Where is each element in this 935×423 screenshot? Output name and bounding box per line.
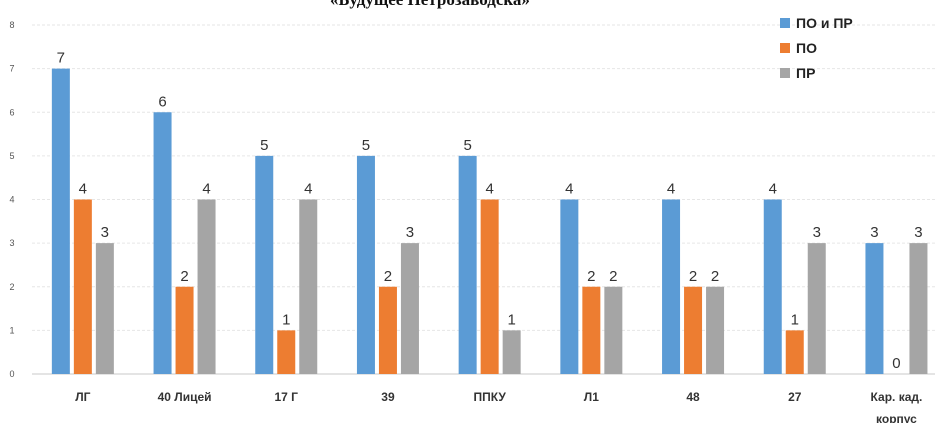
data-label: 5 (260, 137, 268, 154)
bar (277, 330, 296, 374)
y-tick-label: 5 (9, 151, 14, 161)
y-tick-label: 2 (9, 282, 14, 292)
data-label: 1 (507, 311, 515, 328)
bar (604, 286, 623, 374)
x-tick-label: 48 (686, 390, 700, 404)
y-tick-label: 4 (9, 195, 14, 205)
bar (763, 199, 782, 374)
bar (706, 286, 725, 374)
y-tick-label: 6 (9, 107, 14, 117)
bar (865, 243, 884, 374)
data-label: 7 (57, 50, 65, 67)
x-tick-label: Кар. кад. (871, 390, 923, 404)
data-label: 5 (362, 137, 370, 154)
legend-label-po-pr: ПО и ПР (796, 14, 853, 31)
bar (400, 243, 419, 374)
y-tick-label: 1 (9, 325, 14, 335)
x-tick-label: ЛГ (75, 390, 90, 404)
data-label: 2 (609, 268, 617, 285)
bar (299, 199, 318, 374)
data-label: 3 (813, 224, 821, 241)
data-label: 1 (791, 311, 799, 328)
bar (684, 286, 703, 374)
legend-item-pr: ПР (780, 60, 853, 85)
bar (560, 199, 579, 374)
bar (255, 155, 274, 374)
x-tick-label: Л1 (584, 390, 599, 404)
y-tick-label: 3 (9, 238, 14, 248)
bar (909, 243, 928, 374)
x-tick-label: 17 Г (275, 390, 299, 404)
data-label: 2 (384, 268, 392, 285)
x-tick-label: 39 (381, 390, 395, 404)
y-tick-label: 8 (9, 20, 14, 30)
bar (153, 112, 172, 374)
legend-label-po: ПО (796, 39, 817, 56)
data-label: 1 (282, 311, 290, 328)
bar (807, 243, 826, 374)
data-label: 3 (101, 224, 109, 241)
bar (502, 330, 521, 374)
x-tick-label: ППКУ (473, 390, 506, 404)
bar (480, 199, 499, 374)
chart-title: «Будущее Петрозаводска» (330, 0, 530, 10)
bar (175, 286, 194, 374)
y-tick-label: 7 (9, 64, 14, 74)
data-label: 0 (892, 355, 900, 372)
legend-swatch-po (780, 42, 790, 53)
y-tick-label: 0 (9, 369, 14, 379)
data-label: 3 (870, 224, 878, 241)
legend-swatch-pr (780, 67, 790, 78)
bar (356, 155, 375, 374)
data-label: 2 (180, 268, 188, 285)
bar (73, 199, 92, 374)
legend-swatch-po-pr (780, 17, 790, 28)
bar (95, 243, 114, 374)
data-label: 4 (769, 181, 777, 198)
data-label: 4 (202, 181, 210, 198)
data-label: 3 (914, 224, 922, 241)
x-tick-label: 27 (788, 390, 802, 404)
legend-label-pr: ПР (796, 64, 816, 81)
data-label: 2 (689, 268, 697, 285)
x-tick-label: корпус (876, 412, 917, 423)
bar (378, 286, 397, 374)
data-label: 2 (587, 268, 595, 285)
legend-item-po-pr: ПО и ПР (780, 10, 853, 35)
legend-item-po: ПО (780, 35, 853, 60)
data-label: 4 (565, 181, 573, 198)
bar (51, 68, 70, 374)
data-label: 4 (485, 181, 493, 198)
data-label: 6 (158, 93, 166, 110)
bar (785, 330, 804, 374)
data-label: 4 (304, 181, 312, 198)
data-label: 3 (406, 224, 414, 241)
bar (582, 286, 601, 374)
bar (197, 199, 216, 374)
data-label: 2 (711, 268, 719, 285)
data-label: 4 (79, 181, 87, 198)
bar (458, 155, 477, 374)
data-label: 4 (667, 181, 675, 198)
data-label: 5 (463, 137, 471, 154)
x-tick-label: 40 Лицей (158, 390, 212, 404)
bar (662, 199, 681, 374)
legend: ПО и ПР ПО ПР (780, 10, 853, 85)
